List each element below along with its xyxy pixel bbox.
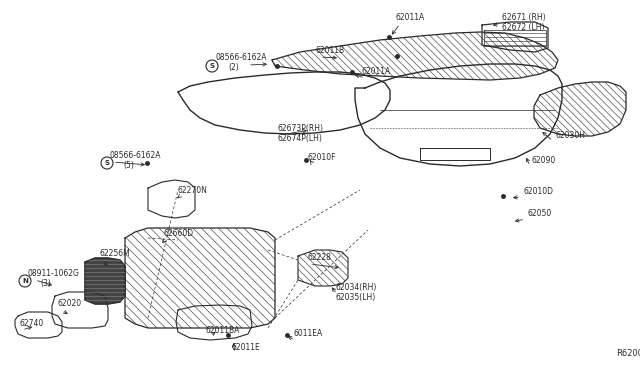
Text: 62035(LH): 62035(LH) bbox=[335, 293, 375, 302]
Text: 62010F: 62010F bbox=[308, 153, 337, 162]
Text: 62020: 62020 bbox=[58, 299, 82, 308]
Text: 62011A: 62011A bbox=[362, 67, 391, 76]
Text: 08911-1062G: 08911-1062G bbox=[28, 269, 80, 278]
Text: 62050: 62050 bbox=[527, 209, 551, 218]
Text: 62674P(LH): 62674P(LH) bbox=[277, 134, 322, 143]
Text: S: S bbox=[209, 63, 214, 69]
Text: 62671 (RH): 62671 (RH) bbox=[502, 13, 546, 22]
Text: R6200090: R6200090 bbox=[616, 349, 640, 358]
Text: 62010D: 62010D bbox=[523, 187, 553, 196]
Text: N: N bbox=[22, 278, 28, 284]
Text: 62270N: 62270N bbox=[178, 186, 208, 195]
Text: 62030H: 62030H bbox=[555, 131, 585, 140]
Text: 62011B: 62011B bbox=[315, 46, 344, 55]
Text: 08566-6162A: 08566-6162A bbox=[215, 53, 266, 62]
Text: 08566-6162A: 08566-6162A bbox=[110, 151, 161, 160]
Text: 62011BA: 62011BA bbox=[206, 326, 241, 335]
Text: 62256M: 62256M bbox=[99, 249, 130, 258]
Text: 62740: 62740 bbox=[20, 319, 44, 328]
Text: S: S bbox=[104, 160, 109, 166]
Text: 6011EA: 6011EA bbox=[293, 329, 323, 338]
Polygon shape bbox=[85, 258, 125, 304]
Text: (5): (5) bbox=[123, 161, 134, 170]
Text: 62034(RH): 62034(RH) bbox=[335, 283, 376, 292]
Text: 62011E: 62011E bbox=[231, 343, 260, 352]
Text: 62673P(RH): 62673P(RH) bbox=[277, 124, 323, 133]
Text: 62090: 62090 bbox=[532, 156, 556, 165]
Text: 62228: 62228 bbox=[308, 253, 332, 262]
Text: 62660D: 62660D bbox=[163, 229, 193, 238]
Text: 62011A: 62011A bbox=[395, 13, 424, 22]
Text: (3): (3) bbox=[40, 279, 51, 288]
Text: 62672 (LH): 62672 (LH) bbox=[502, 23, 545, 32]
Text: (2): (2) bbox=[228, 63, 239, 72]
